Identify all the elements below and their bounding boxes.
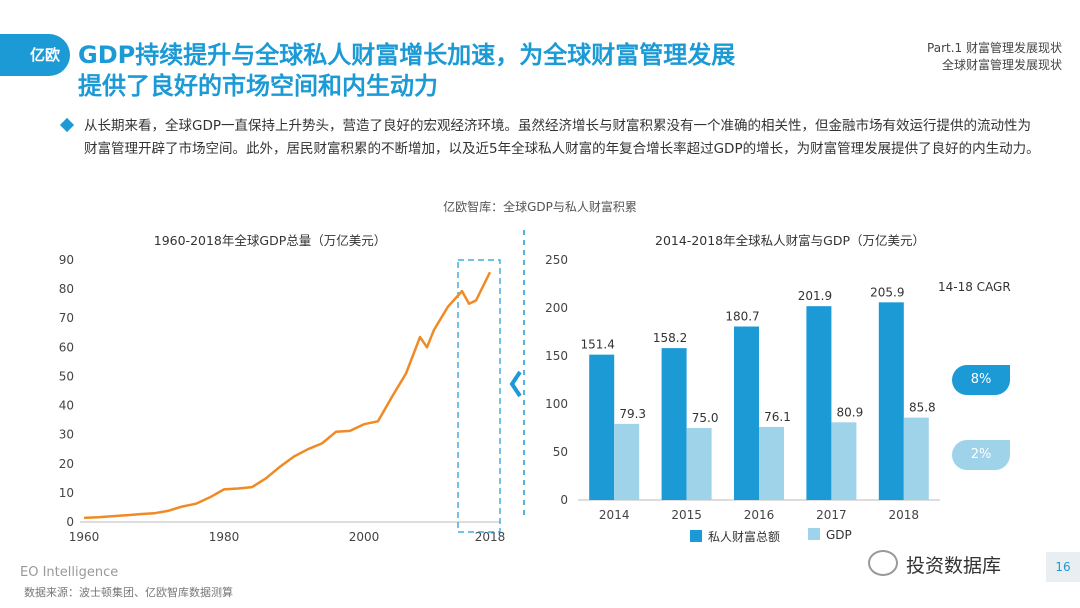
line-y-tick: 10 xyxy=(59,486,74,500)
wealth-bar xyxy=(589,354,615,500)
line-y-tick: 60 xyxy=(59,340,74,354)
wealth-bar-label: 180.7 xyxy=(725,310,759,324)
bar-chart-title: 2014-2018年全球私人财富与GDP（万亿美元） xyxy=(655,233,925,248)
gdp-bar-label: 80.9 xyxy=(837,405,864,419)
line-x-tick: 2018 xyxy=(475,530,506,544)
wealth-bar-label: 201.9 xyxy=(798,289,832,303)
logo-badge: 亿欧 xyxy=(0,34,70,76)
line-y-tick: 90 xyxy=(59,253,74,267)
gdp-bar-label: 85.8 xyxy=(909,401,936,415)
wealth-bar xyxy=(734,326,759,500)
bar-x-tick: 2015 xyxy=(671,508,702,522)
legend-gdp: GDP xyxy=(808,528,852,542)
bar-x-tick: 2016 xyxy=(744,508,775,522)
line-y-tick: 50 xyxy=(59,369,74,383)
footer-brand: EO Intelligence xyxy=(20,565,119,580)
bar-x-tick: 2018 xyxy=(889,508,920,522)
legend-gdp-swatch xyxy=(808,528,820,540)
bar-y-tick: 250 xyxy=(545,253,568,267)
wealth-bar xyxy=(806,306,832,500)
page-number: 16 xyxy=(1046,552,1080,582)
cagr-wealth-badge: 8% xyxy=(952,365,1010,395)
legend-wealth: 私人财富总额 xyxy=(690,528,780,545)
cagr-gdp-badge: 2% xyxy=(952,440,1010,470)
logo-text: 亿欧 xyxy=(30,46,61,64)
section-label: Part.1 财富管理发展现状 全球财富管理发展现状 xyxy=(927,40,1062,74)
part-line-2: 全球财富管理发展现状 xyxy=(941,58,1062,72)
wechat-icon xyxy=(868,550,898,576)
line-y-tick: 30 xyxy=(59,428,74,442)
line-y-tick: 80 xyxy=(59,282,74,296)
wealth-bar xyxy=(661,348,687,500)
wealth-bar-label: 158.2 xyxy=(653,331,687,345)
gdp-bar-label: 79.3 xyxy=(619,407,646,421)
legend-wealth-label: 私人财富总额 xyxy=(708,530,781,544)
legend-gdp-label: GDP xyxy=(826,528,852,542)
title-line-2: 提供了良好的市场空间和内生动力 xyxy=(78,72,438,100)
bar-x-tick: 2014 xyxy=(599,508,630,522)
page-title: GDP持续提升与全球私人财富增长加速，为全球财富管理发展 提供了良好的市场空间和… xyxy=(78,40,735,102)
chart-source-caption: 亿欧智库：全球GDP与私人财富积累 xyxy=(443,200,637,214)
line-chart: 0 10 20 30 40 50 60 70 80 90 1960 1980 2000 2018 xyxy=(59,253,506,544)
line-chart-title: 1960-2018年全球GDP总量（万亿美元） xyxy=(154,233,386,248)
bar-y-tick: 100 xyxy=(545,397,568,411)
highlight-box xyxy=(457,259,501,533)
intro-paragraph: 从长期来看，全球GDP一直保持上升势头，营造了良好的宏观经济环境。虽然经济增长与… xyxy=(84,118,1040,157)
gdp-bar xyxy=(759,426,784,500)
legend-wealth-swatch xyxy=(690,530,702,542)
cagr-title: 14-18 CAGR xyxy=(938,280,1011,294)
bar-chart: 0 50 100 150 200 250 151.4 79.3 2014 158.2 75.0 201… xyxy=(545,253,940,522)
bar-x-tick: 2017 xyxy=(816,508,847,522)
gdp-bar xyxy=(686,428,712,500)
gdp-bar xyxy=(903,417,929,500)
bar-y-tick: 50 xyxy=(553,445,568,459)
line-y-tick: 0 xyxy=(66,515,74,529)
wealth-bar xyxy=(878,302,904,500)
part-line-1: Part.1 财富管理发展现状 xyxy=(927,41,1062,55)
gdp-bar-label: 75.0 xyxy=(692,411,719,425)
line-y-tick: 40 xyxy=(59,399,74,413)
bar-y-tick: 200 xyxy=(545,301,568,315)
bar-y-tick: 150 xyxy=(545,349,568,363)
watermark: 投资数据库 xyxy=(868,550,1001,578)
chevron-connector-icon xyxy=(509,370,522,398)
line-y-tick: 20 xyxy=(59,457,74,471)
gdp-bar xyxy=(614,423,640,500)
gdp-series-line xyxy=(83,271,492,520)
gdp-bar-label: 76.1 xyxy=(764,410,791,424)
line-x-tick: 2000 xyxy=(349,530,380,544)
bar-y-tick: 0 xyxy=(560,493,568,507)
line-x-tick: 1960 xyxy=(69,530,100,544)
line-y-tick: 70 xyxy=(59,311,74,325)
line-x-tick: 1980 xyxy=(209,530,240,544)
wealth-bar-label: 151.4 xyxy=(581,338,615,352)
gdp-bar xyxy=(831,422,857,500)
wealth-bar-label: 205.9 xyxy=(870,285,904,299)
title-line-1: GDP持续提升与全球私人财富增长加速，为全球财富管理发展 xyxy=(78,41,736,69)
watermark-text: 投资数据库 xyxy=(906,555,1002,577)
data-source-note: 数据来源：波士顿集团、亿欧智库数据测算 xyxy=(24,586,233,599)
